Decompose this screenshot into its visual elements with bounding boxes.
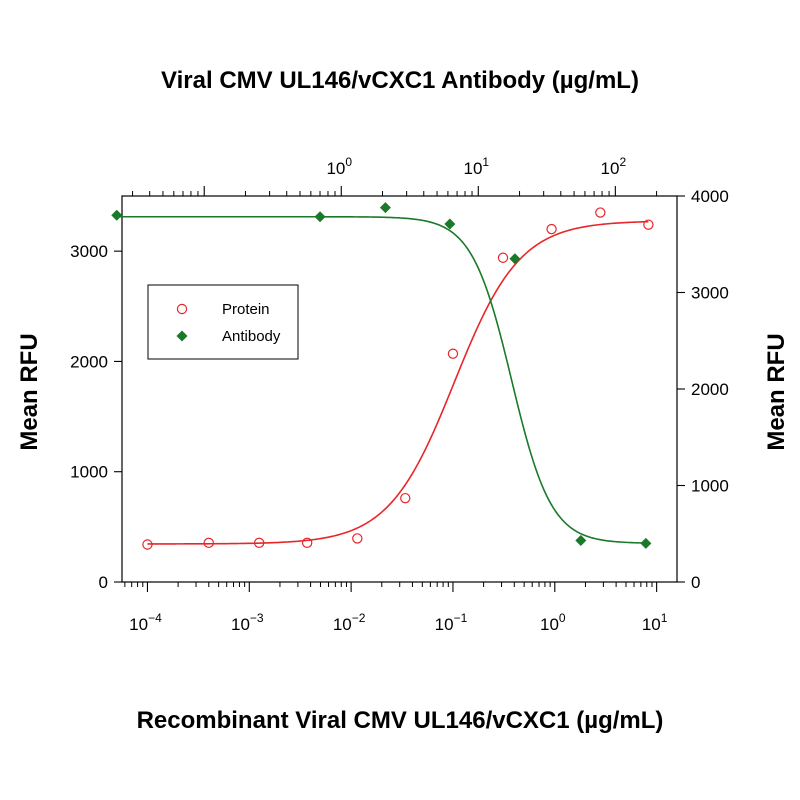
- protein-point: [301, 537, 313, 549]
- y-left-tick-label: 2000: [70, 352, 108, 371]
- x-top-tick-label: 101: [463, 155, 489, 178]
- x-top-tick-label: 100: [326, 155, 352, 178]
- antibody-point: [111, 209, 123, 221]
- x-bottom-tick-label: 10−3: [231, 611, 264, 634]
- antibody-fit-curve: [116, 215, 646, 544]
- y-right-tick-label: 4000: [691, 187, 729, 206]
- protein-point: [203, 537, 214, 549]
- x-bottom-tick-label: 10−1: [435, 611, 468, 634]
- protein-point: [497, 252, 509, 263]
- plot-frame: [121, 195, 678, 583]
- antibody-point: [575, 535, 587, 547]
- y-right-tick-label: 2000: [691, 380, 729, 399]
- protein-point: [400, 492, 411, 504]
- legend-label: Antibody: [222, 328, 281, 345]
- y-axis-title-left: Mean RFU: [16, 333, 43, 450]
- protein-point: [447, 348, 459, 359]
- y-left-tick-label: 0: [99, 573, 108, 592]
- antibody-point: [379, 202, 391, 214]
- legend-box: [147, 284, 299, 360]
- x-bottom-tick-label: 10−2: [333, 611, 366, 634]
- protein-point: [595, 207, 606, 218]
- legend-marker-open-circle: [176, 303, 188, 315]
- protein-point: [546, 223, 557, 235]
- chart-marks: 10−4 10−3 10−2 10−1 100 101 100 101 102 0 1000 2000…: [70, 155, 729, 634]
- x-bottom-tick-label: 101: [642, 611, 668, 634]
- legend-marker-diamond: [176, 330, 188, 342]
- x-bottom-tick-label: 10−4: [129, 611, 162, 634]
- y-left-tick-label: 1000: [70, 463, 108, 482]
- antibody-point: [444, 218, 456, 230]
- x-bottom-tick-label: 100: [540, 611, 566, 634]
- legend-label: Protein: [222, 301, 270, 318]
- protein-point: [253, 537, 265, 549]
- y-axis-title-right: Mean RFU: [763, 333, 790, 450]
- antibody-point: [509, 253, 521, 265]
- antibody-point: [640, 537, 652, 549]
- x-axis-title: Recombinant Viral CMV UL146/vCXC1 (µg/mL…: [137, 707, 664, 734]
- protein-point: [643, 219, 654, 230]
- protein-point: [352, 533, 363, 544]
- protein-fit-curve: [147, 220, 649, 545]
- x-top-tick-label: 102: [601, 155, 627, 178]
- y-right-tick-label: 0: [691, 573, 700, 592]
- top-axis-title: Viral CMV UL146/vCXC1 Antibody (µg/mL): [161, 67, 639, 94]
- legend: Protein Antibody: [147, 284, 299, 360]
- y-left-tick-label: 3000: [70, 242, 108, 261]
- y-right-tick-label: 1000: [691, 477, 729, 496]
- legend-items: Protein Antibody: [176, 301, 281, 345]
- protein-point: [142, 539, 153, 550]
- y-right-tick-label: 3000: [691, 284, 729, 303]
- antibody-point: [314, 211, 326, 223]
